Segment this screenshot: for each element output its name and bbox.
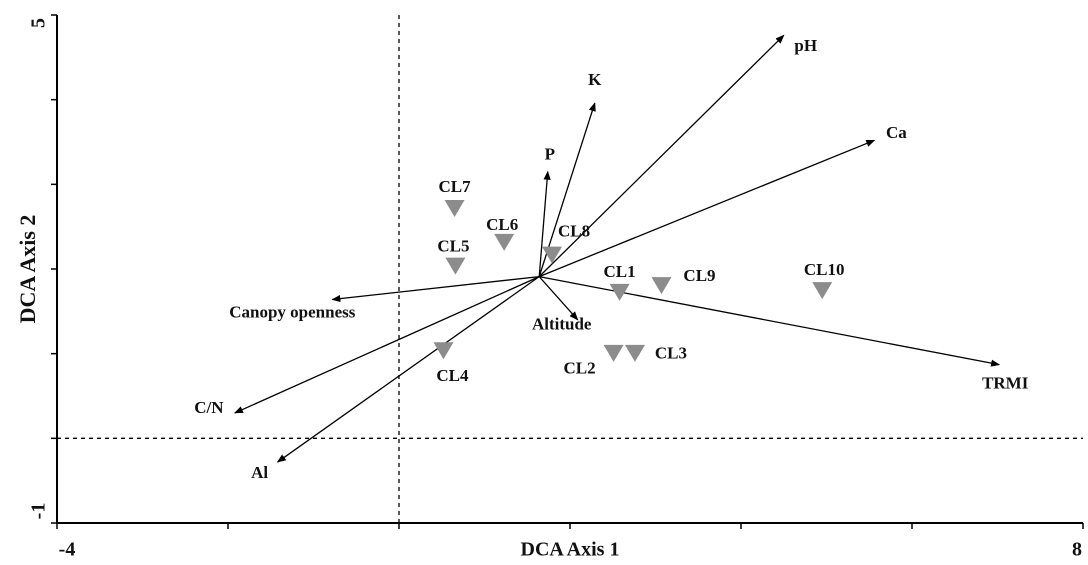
site-marker — [542, 246, 563, 264]
site-label: CL6 — [486, 215, 518, 234]
site-marker — [445, 257, 466, 275]
arrow — [234, 276, 540, 414]
arrow-label: Ca — [886, 123, 907, 142]
arrow-label: Altitude — [532, 315, 592, 334]
site-label: CL9 — [683, 266, 715, 285]
site-label: CL4 — [436, 366, 469, 385]
arrow — [538, 276, 579, 321]
y-axis-label: DCA Axis 2 — [15, 215, 40, 324]
arrow-label: P — [545, 145, 555, 164]
site-label: CL5 — [437, 237, 469, 256]
site-marker — [812, 282, 833, 300]
x-axis-label: DCA Axis 1 — [521, 539, 620, 561]
site-label: CL10 — [804, 260, 845, 279]
arrow-label: K — [588, 70, 602, 89]
arrow — [538, 34, 785, 278]
plot-frame — [57, 15, 1083, 523]
site-label: CL3 — [655, 344, 687, 363]
arrow — [276, 276, 540, 463]
site-marker — [433, 342, 454, 360]
y-tick-label: -1 — [28, 503, 50, 520]
arrow-label: Canopy openness — [229, 302, 356, 321]
arrow — [331, 275, 540, 303]
arrow-label: Al — [251, 463, 268, 482]
site-marker — [494, 233, 515, 251]
site-marker — [651, 277, 672, 295]
y-tick-label: 5 — [28, 18, 50, 28]
x-tick-label: -4 — [59, 539, 76, 561]
arrow-label: C/N — [194, 398, 224, 417]
site-marker — [609, 283, 630, 301]
site-marker — [624, 344, 645, 362]
site-label: CL1 — [604, 262, 636, 281]
site-label: CL7 — [439, 177, 472, 196]
arrow-label: pH — [794, 36, 817, 55]
site-label: CL8 — [558, 222, 590, 241]
site-marker — [603, 344, 624, 362]
arrow — [538, 139, 876, 278]
x-tick-label: 8 — [1072, 539, 1082, 561]
arrow-label: TRMI — [982, 374, 1029, 393]
site-marker — [444, 200, 465, 218]
arrow — [538, 170, 551, 277]
site-label: CL2 — [564, 359, 596, 378]
